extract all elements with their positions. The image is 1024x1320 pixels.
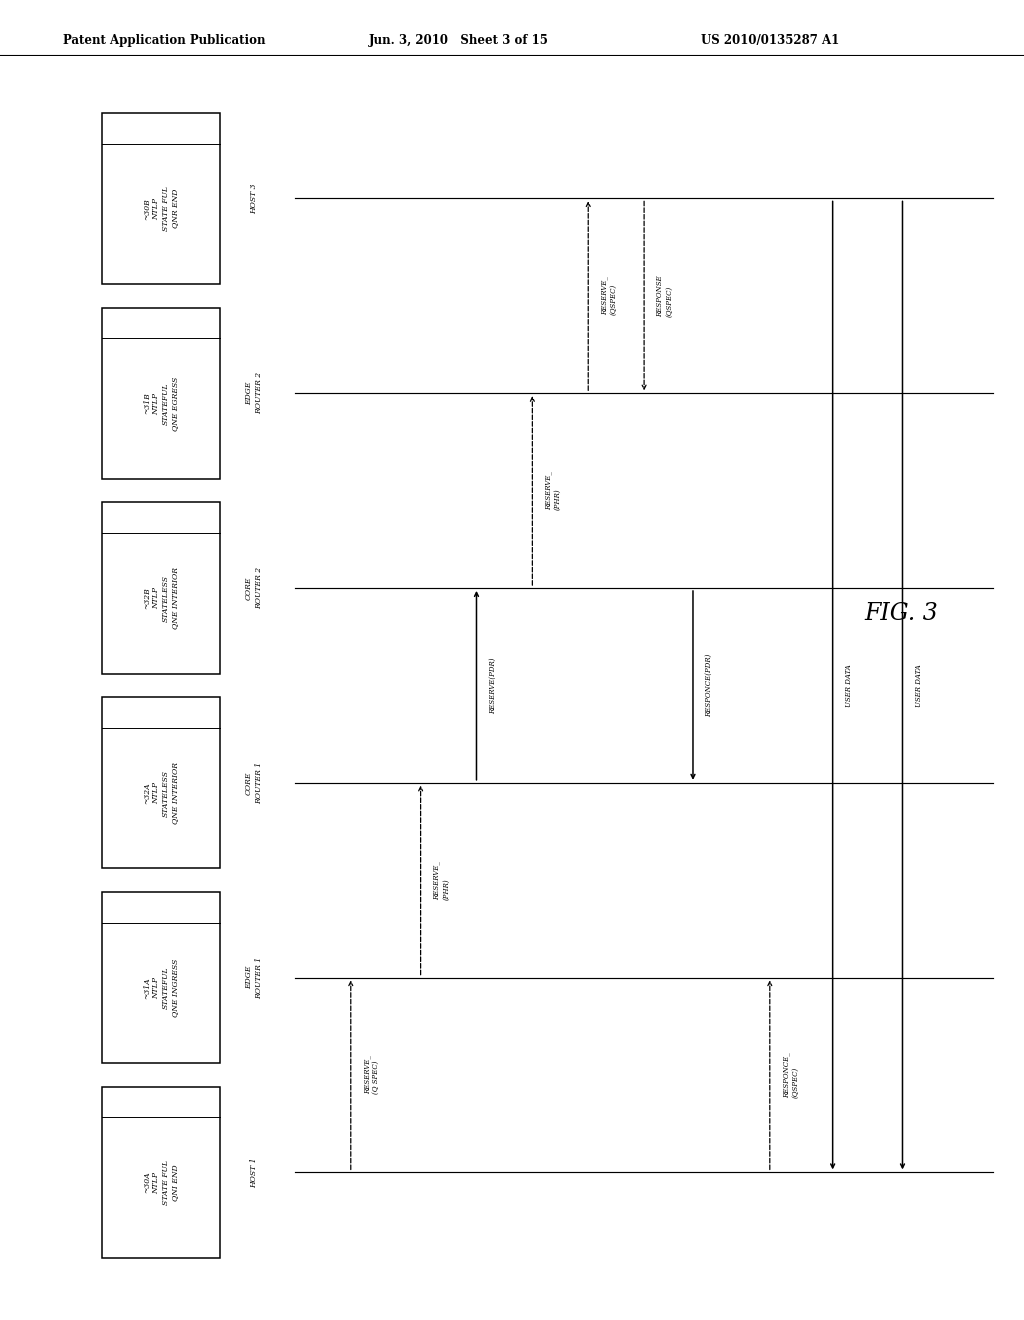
Text: RESPONSE
(QSPEC): RESPONSE (QSPEC) xyxy=(656,275,674,317)
Text: USER DATA: USER DATA xyxy=(914,664,923,706)
Bar xyxy=(102,892,220,1064)
Text: RESERVE_
(QSPEC): RESERVE_ (QSPEC) xyxy=(600,276,617,315)
Text: HOST 1: HOST 1 xyxy=(250,1158,258,1188)
Text: CORE
ROUTER 1: CORE ROUTER 1 xyxy=(245,762,263,804)
Text: FIG. 3: FIG. 3 xyxy=(864,602,938,624)
Bar xyxy=(102,503,220,673)
Text: ~31A
NTLP
STATEFUL
QNE INGRESS: ~31A NTLP STATEFUL QNE INGRESS xyxy=(143,958,179,1016)
Text: Patent Application Publication: Patent Application Publication xyxy=(63,34,266,48)
Bar xyxy=(102,112,220,284)
Text: ~30B
NTLP
STATE FUL
QNR END: ~30B NTLP STATE FUL QNR END xyxy=(143,186,179,231)
Text: RESERVE_
(Q SPEC): RESERVE_ (Q SPEC) xyxy=(364,1056,380,1094)
Text: HOST 3: HOST 3 xyxy=(250,183,258,214)
Text: RESERVE_
(PHR): RESERVE_ (PHR) xyxy=(545,471,562,510)
Text: CORE
ROUTER 2: CORE ROUTER 2 xyxy=(245,568,263,609)
Text: Jun. 3, 2010   Sheet 3 of 15: Jun. 3, 2010 Sheet 3 of 15 xyxy=(369,34,549,48)
Bar xyxy=(102,308,220,479)
Text: EDGE
ROUTER 1: EDGE ROUTER 1 xyxy=(245,957,263,999)
Text: RESPONCE(PDR): RESPONCE(PDR) xyxy=(706,653,714,717)
Text: RESERVE_
(PHR): RESERVE_ (PHR) xyxy=(433,861,451,900)
Text: ~31B
NTLP
STATEFUL
QNE EGRESS: ~31B NTLP STATEFUL QNE EGRESS xyxy=(143,376,179,430)
Text: ~32B
NTLP
STATELESS
QNE INTERIOR: ~32B NTLP STATELESS QNE INTERIOR xyxy=(143,568,179,630)
Bar xyxy=(102,697,220,869)
Text: USER DATA: USER DATA xyxy=(845,664,853,706)
Bar xyxy=(102,1086,220,1258)
Text: RESPONCE_
(QSPEC): RESPONCE_ (QSPEC) xyxy=(782,1052,800,1098)
Text: EDGE
ROUTER 2: EDGE ROUTER 2 xyxy=(245,372,263,414)
Text: ~30A
NTLP
STATE FUL
QNI END: ~30A NTLP STATE FUL QNI END xyxy=(143,1160,179,1205)
Text: ~32A
NTLP
STATELESS
QNE INTERIOR: ~32A NTLP STATELESS QNE INTERIOR xyxy=(143,762,179,824)
Text: US 2010/0135287 A1: US 2010/0135287 A1 xyxy=(701,34,840,48)
Text: RESERVE(PDR): RESERVE(PDR) xyxy=(488,657,497,714)
